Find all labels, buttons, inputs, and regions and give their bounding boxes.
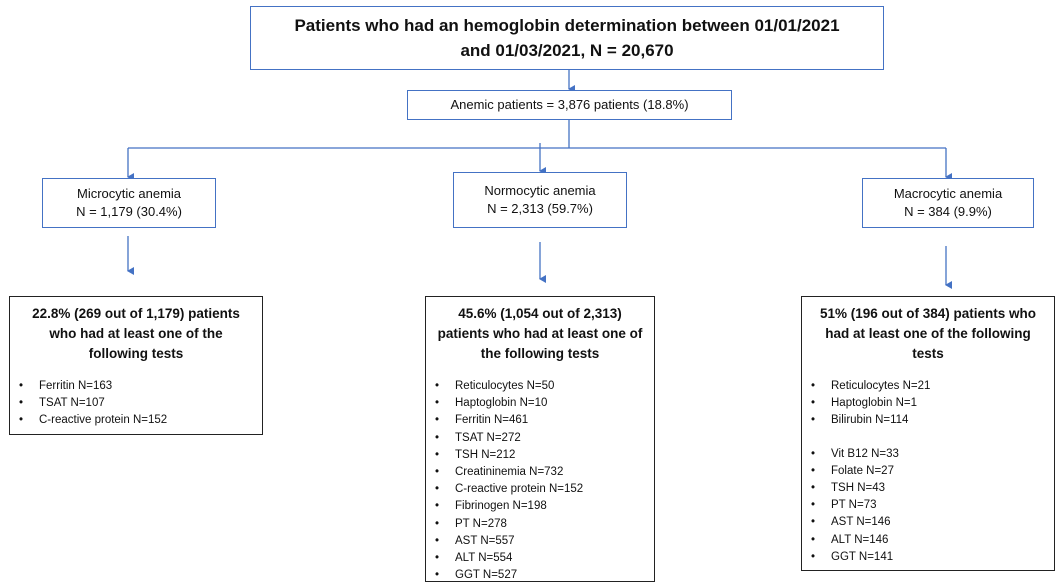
test-item: Ferritin N=163 xyxy=(19,378,262,395)
result-title-line: who had at least one of the xyxy=(49,326,223,341)
result-box: 45.6% (1,054 out of 2,313) patients who h… xyxy=(425,296,655,582)
group-line: N = 1,179 (30.4%) xyxy=(76,204,182,219)
test-item: AST N=146 xyxy=(811,514,1054,531)
test-item: C-reactive protein N=152 xyxy=(19,412,262,429)
result-title-line: had at least one of the following xyxy=(825,326,1031,341)
test-item: GGT N=527 xyxy=(435,567,654,584)
test-item: TSAT N=272 xyxy=(435,430,654,447)
test-item: C-reactive protein N=152 xyxy=(435,481,654,498)
result-title-line: patients who had at least one of xyxy=(437,326,643,341)
result-title-line: 45.6% (1,054 out of 2,313) xyxy=(458,306,622,321)
test-item: Reticulocytes N=21 xyxy=(811,378,1054,395)
test-list: Vit B12 N=33Folate N=27TSH N=43PT N=73AS… xyxy=(802,446,1054,566)
result-title-line: the following tests xyxy=(480,346,600,361)
result-title-line: tests xyxy=(912,346,944,361)
test-item: Vit B12 N=33 xyxy=(811,446,1054,463)
test-item: TSH N=43 xyxy=(811,480,1054,497)
result-title: 45.6% (1,054 out of 2,313) patients who h… xyxy=(426,304,654,364)
arrows xyxy=(127,70,952,289)
test-item: Haptoglobin N=1 xyxy=(811,395,1054,412)
group-line: Macrocytic anemia xyxy=(893,186,1003,201)
group-line: N = 2,313 (59.7%) xyxy=(487,201,593,216)
group-line: Microcytic anemia xyxy=(76,186,182,201)
test-item: ALT N=554 xyxy=(435,550,654,567)
test-list: Reticulocytes N=50Haptoglobin N=10Ferrit… xyxy=(426,378,654,584)
title-line: and 01/03/2021, N = 20,670 xyxy=(460,41,674,60)
title-line: Patients who had an hemoglobin determina… xyxy=(294,16,840,35)
result-title-line: 51% (196 out of 384) patients who xyxy=(819,306,1037,321)
test-item: AST N=557 xyxy=(435,533,654,550)
result-title: 22.8% (269 out of 1,179) patients who had… xyxy=(10,304,262,364)
result-box: 51% (196 out of 384) patients who had at … xyxy=(801,296,1055,571)
test-item: Ferritin N=461 xyxy=(435,412,654,429)
test-item: Folate N=27 xyxy=(811,463,1054,480)
test-item: ALT N=146 xyxy=(811,532,1054,549)
group-box: Microcytic anemia N = 1,179 (30.4%) xyxy=(42,178,216,228)
test-item: Fibrinogen N=198 xyxy=(435,498,654,515)
test-item: TSAT N=107 xyxy=(19,395,262,412)
test-item: Haptoglobin N=10 xyxy=(435,395,654,412)
anemic-box: Anemic patients = 3,876 patients (18.8%) xyxy=(407,90,732,120)
result-title: 51% (196 out of 384) patients who had at … xyxy=(802,304,1054,364)
result-title-line: 22.8% (269 out of 1,179) patients xyxy=(32,306,240,321)
test-list: Ferritin N=163TSAT N=107C-reactive prote… xyxy=(10,378,262,430)
test-item: Bilirubin N=114 xyxy=(811,412,1054,429)
test-item: Reticulocytes N=50 xyxy=(435,378,654,395)
group-box: Normocytic anemia N = 2,313 (59.7%) xyxy=(453,172,627,228)
test-item: PT N=278 xyxy=(435,516,654,533)
result-title-line: following tests xyxy=(88,346,184,361)
test-list: Reticulocytes N=21Haptoglobin N=1Bilirub… xyxy=(802,378,1054,430)
test-item: GGT N=141 xyxy=(811,549,1054,566)
test-item: TSH N=212 xyxy=(435,447,654,464)
test-item: Creatininemia N=732 xyxy=(435,464,654,481)
group-line: Normocytic anemia xyxy=(484,183,596,198)
test-item: PT N=73 xyxy=(811,497,1054,514)
group-box: Macrocytic anemia N = 384 (9.9%) xyxy=(862,178,1034,228)
anemic-label: Anemic patients = 3,876 patients (18.8%) xyxy=(450,97,689,112)
title-box: Patients who had an hemoglobin determina… xyxy=(250,6,884,70)
group-line: N = 384 (9.9%) xyxy=(904,204,992,219)
result-box: 22.8% (269 out of 1,179) patients who had… xyxy=(9,296,263,435)
